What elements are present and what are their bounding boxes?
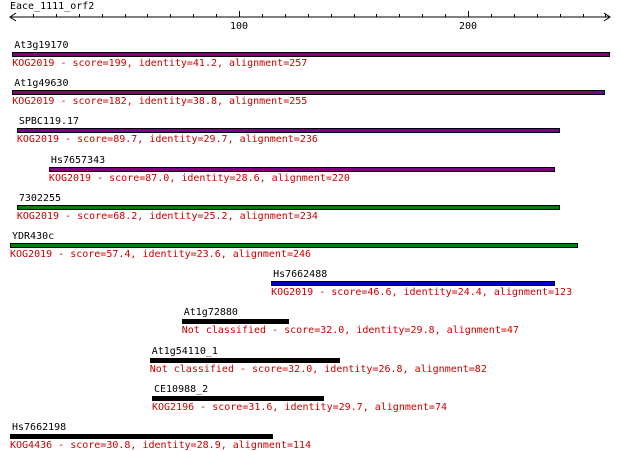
ruler-tick-label: 200 bbox=[458, 21, 478, 32]
hit-bar[interactable] bbox=[151, 395, 324, 401]
query-title: Eace_1111_orf2 bbox=[10, 1, 95, 12]
hit-bar[interactable] bbox=[12, 90, 606, 96]
hit-description: KOG2019 - score=46.6, identity=24.4, ali… bbox=[271, 287, 573, 299]
ruler-tick-label: 100 bbox=[229, 21, 249, 32]
hit-bar[interactable] bbox=[271, 281, 556, 287]
hit-description: Not classified - score=32.0, identity=29… bbox=[181, 325, 519, 337]
hit-description: KOG2019 - score=182, identity=38.8, alig… bbox=[12, 96, 308, 108]
hit-description: KOG2019 - score=199, identity=41.2, alig… bbox=[12, 58, 308, 69]
hit-description: KOG2196 - score=31.6, identity=29.7, ali… bbox=[151, 401, 447, 413]
hit-description: KOG4436 - score=30.8, identity=28.9, ali… bbox=[10, 440, 312, 451]
hit-bar[interactable] bbox=[181, 319, 290, 325]
hit-bar[interactable] bbox=[149, 357, 340, 363]
hit-bar[interactable] bbox=[48, 166, 556, 172]
ruler-ticks bbox=[33, 11, 606, 17]
hit-description: KOG2019 - score=57.4, identity=23.6, ali… bbox=[10, 249, 312, 260]
hit-description: KOG2019 - score=89.7, identity=29.7, ali… bbox=[16, 134, 318, 146]
hit-name: At1g72880 bbox=[183, 307, 238, 319]
sequence-ruler bbox=[9, 11, 611, 22]
hit-name: 7302255 bbox=[18, 192, 62, 204]
hit-name: CE10988_2 bbox=[153, 383, 209, 395]
hit-description: KOG2019 - score=87.0, identity=28.6, ali… bbox=[48, 172, 350, 184]
hit-name: Hs7657343 bbox=[50, 154, 106, 166]
hit-name: Hs7662198 bbox=[12, 422, 67, 433]
hit-name: YDR430c bbox=[12, 231, 55, 242]
hit-description: Not classified - score=32.0, identity=26… bbox=[149, 363, 487, 375]
hit-name: At1g49630 bbox=[14, 78, 69, 90]
ruler-left-arrow bbox=[9, 12, 17, 22]
alignment-viewer: Eace_1111_orf2 100 200 At3g19170 KOG2019 -… bbox=[9, 1, 611, 451]
hit-bar[interactable] bbox=[10, 243, 578, 248]
hit-name: Hs7662488 bbox=[273, 269, 328, 281]
hit-name: At1g54110_1 bbox=[151, 345, 218, 357]
hit-name: At3g19170 bbox=[14, 40, 69, 51]
hit-description: KOG2019 - score=68.2, identity=25.2, ali… bbox=[16, 210, 318, 222]
hit-bar[interactable] bbox=[16, 204, 560, 210]
hit-bar[interactable] bbox=[16, 128, 560, 134]
hit-name: SPBC119.17 bbox=[18, 116, 80, 128]
hit-bar[interactable] bbox=[12, 52, 610, 57]
